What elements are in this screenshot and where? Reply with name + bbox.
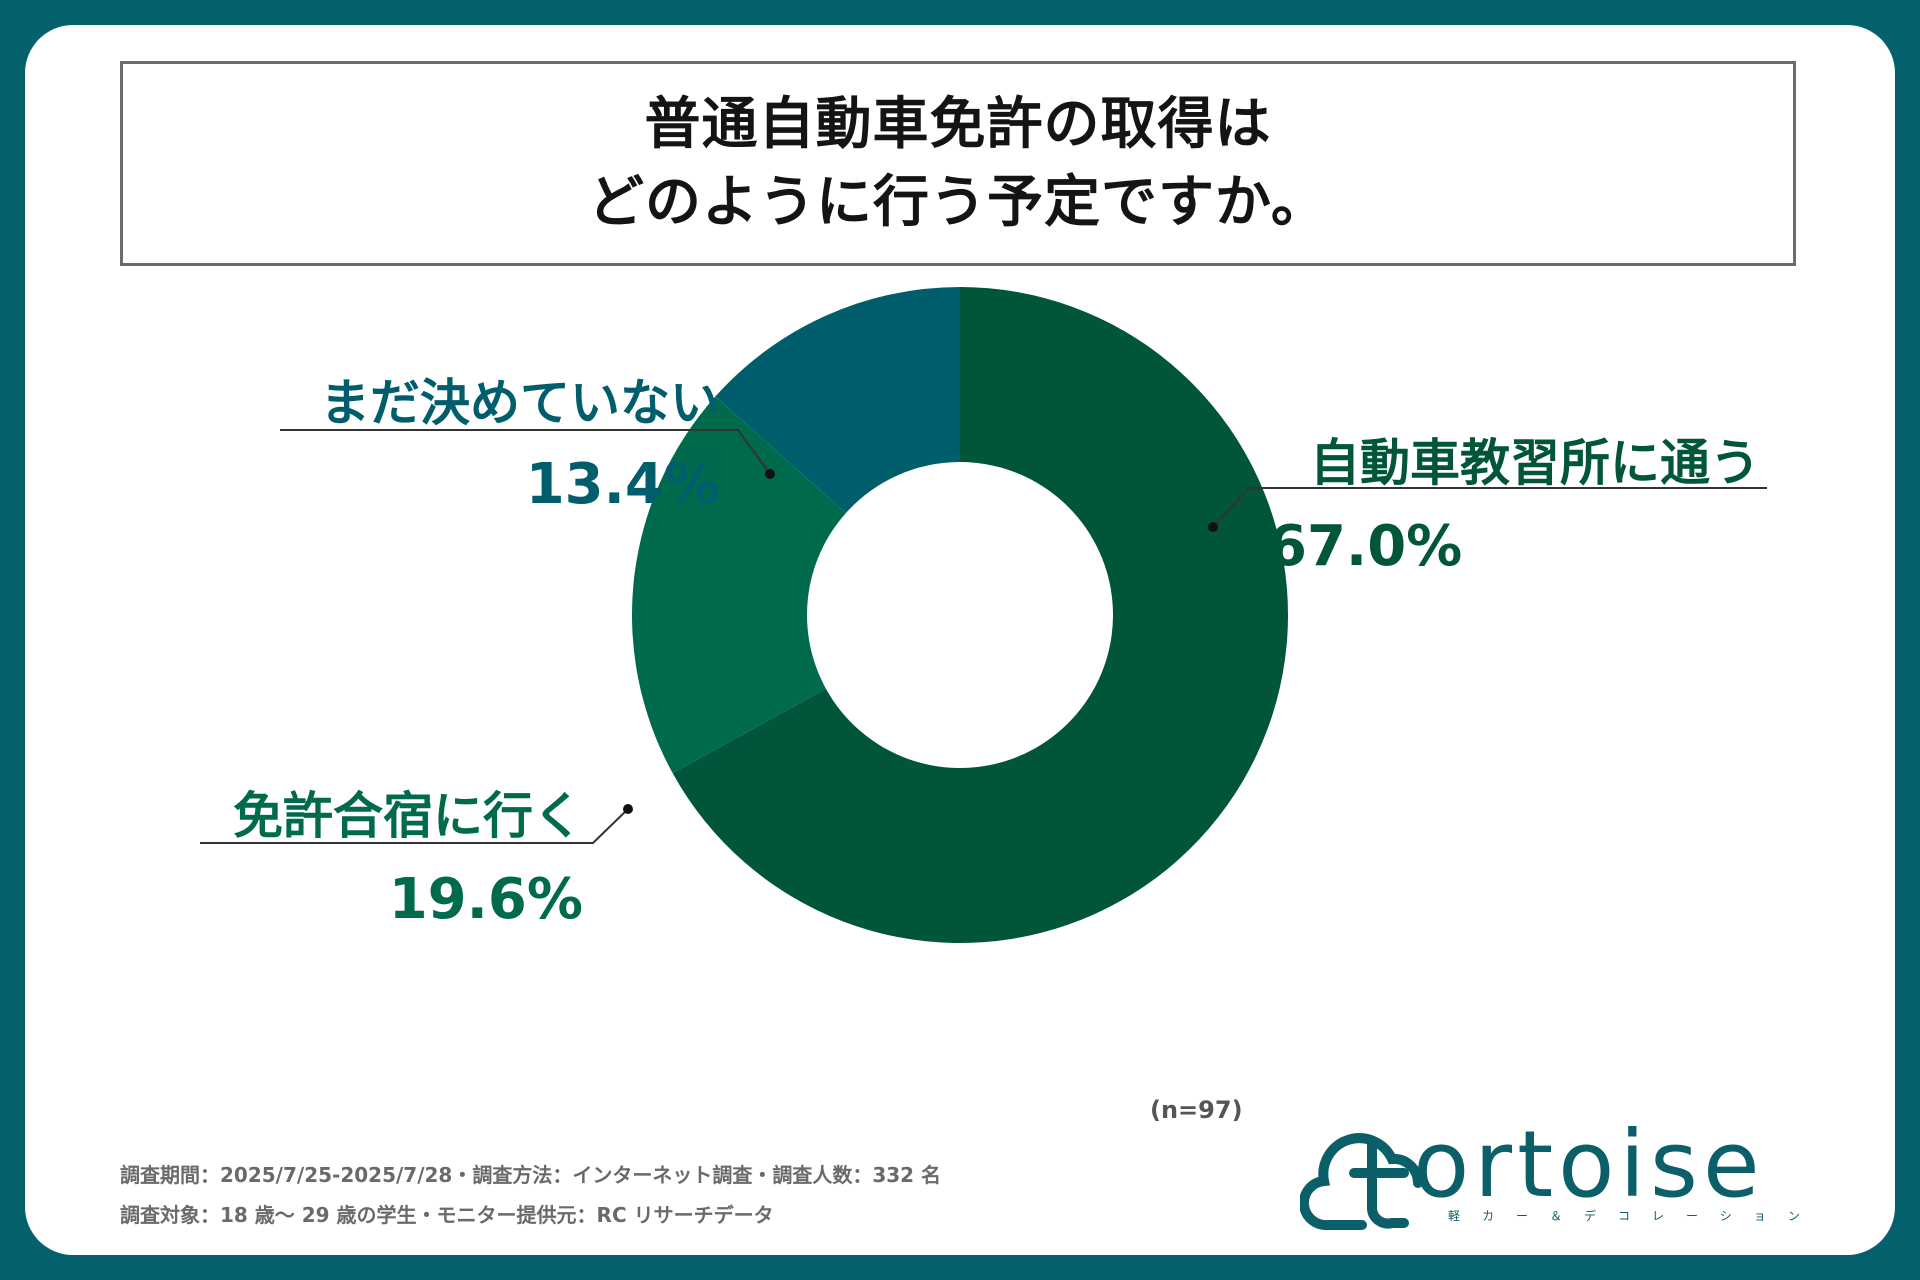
label-value-undecided: 13.4% — [526, 452, 720, 517]
title-line-1: 普通自動車免許の取得は — [644, 91, 1272, 157]
leader-dot-undecided — [765, 469, 775, 479]
survey-card: 普通自動車免許の取得は どのように行う予定ですか。 自動車教習所に通う 67.0… — [25, 25, 1895, 1255]
leader-lines — [200, 429, 1767, 844]
label-name-school: 自動車教習所に通う — [1310, 434, 1760, 492]
leader-dot-camp — [623, 804, 633, 814]
label-name-undecided: まだ決めていない — [320, 374, 720, 432]
label-value-school: 67.0% — [1268, 514, 1462, 579]
footer-line-2: 調査対象：18 歳〜 29 歳の学生・モニター提供元：RC リサーチデータ — [120, 1203, 774, 1227]
leader-line-school — [1212, 487, 1767, 528]
slice-school — [672, 287, 1288, 944]
leader-dot-school — [1208, 522, 1218, 532]
label-name-camp: 免許合宿に行く — [233, 787, 583, 845]
donut-chart: 自動車教習所に通う 67.0% 免許合宿に行く 19.6% まだ決めていない 1… — [200, 287, 1767, 944]
chart-slices — [632, 287, 1288, 944]
survey-footer: 調査期間：2025/7/25-2025/7/28・調査方法：インターネット調査・… — [120, 1155, 941, 1235]
logo-wordmark: ortoise — [1413, 1111, 1765, 1218]
slice-labels: 自動車教習所に通う 67.0% 免許合宿に行く 19.6% まだ決めていない 1… — [233, 374, 1760, 932]
tortoise-logo: ortoise 軽カー＆デコレーション — [1300, 1115, 1840, 1235]
title-box: 普通自動車免許の取得は どのように行う予定ですか。 — [120, 61, 1796, 266]
leader-line-camp — [200, 808, 629, 844]
title-line-2: どのように行う予定ですか。 — [588, 169, 1328, 235]
logo-tagline: 軽カー＆デコレーション — [1448, 1209, 1822, 1223]
slice-camp — [632, 396, 846, 774]
leader-line-undecided — [280, 429, 771, 475]
slice-undecided — [715, 287, 960, 514]
logo-mark-icon — [1300, 1133, 1424, 1231]
sample-size-note: (n=97) — [1150, 1096, 1243, 1124]
footer-line-1: 調査期間：2025/7/25-2025/7/28・調査方法：インターネット調査・… — [120, 1163, 942, 1187]
label-value-camp: 19.6% — [389, 867, 583, 932]
